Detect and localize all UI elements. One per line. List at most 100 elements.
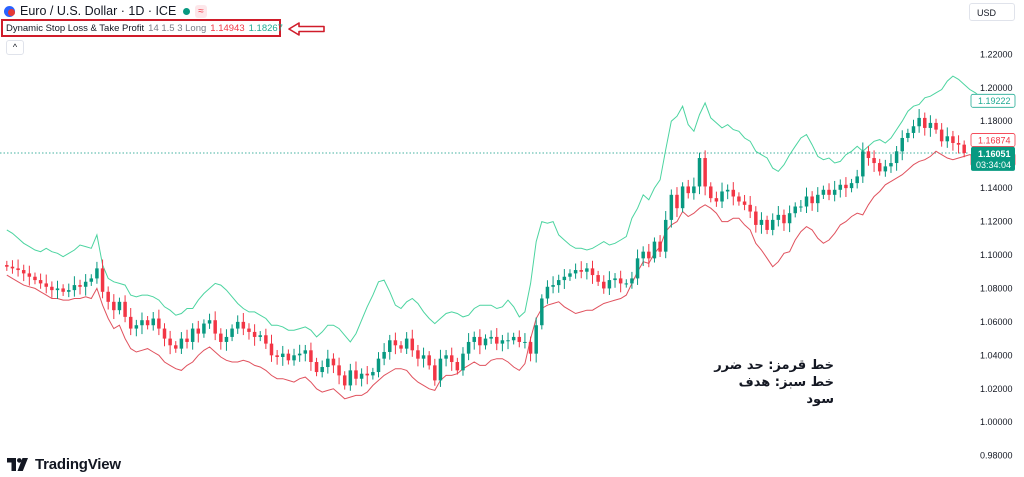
- candle-body[interactable]: [821, 189, 826, 195]
- candle-body[interactable]: [151, 318, 155, 326]
- candle-body[interactable]: [444, 355, 448, 359]
- candle-body[interactable]: [568, 273, 572, 277]
- candle-body[interactable]: [647, 251, 651, 259]
- candle-body[interactable]: [21, 270, 26, 274]
- candle-body[interactable]: [680, 186, 685, 209]
- candle-body[interactable]: [692, 186, 696, 194]
- candle-body[interactable]: [945, 136, 950, 142]
- indicator-name[interactable]: Dynamic Stop Loss & Take Profit: [6, 22, 145, 34]
- candle-body[interactable]: [804, 196, 809, 207]
- candle-body[interactable]: [703, 158, 707, 187]
- candle-body[interactable]: [258, 335, 262, 337]
- candle-body[interactable]: [720, 191, 724, 202]
- candle-body[interactable]: [483, 338, 488, 346]
- candle-body[interactable]: [106, 291, 110, 302]
- candle-body[interactable]: [663, 219, 668, 252]
- candle-body[interactable]: [78, 285, 82, 287]
- candle-body[interactable]: [421, 355, 426, 359]
- candle-body[interactable]: [247, 328, 251, 332]
- candle-body[interactable]: [123, 301, 127, 317]
- candle-body[interactable]: [635, 258, 640, 279]
- currency-button[interactable]: USD: [969, 3, 1015, 21]
- candle-body[interactable]: [303, 350, 308, 354]
- candle-body[interactable]: [140, 320, 144, 326]
- candle-body[interactable]: [500, 340, 505, 344]
- candle-body[interactable]: [934, 122, 938, 130]
- candle-body[interactable]: [669, 194, 674, 220]
- candle-body[interactable]: [67, 290, 71, 292]
- candle-body[interactable]: [117, 301, 122, 311]
- candle-body[interactable]: [951, 136, 955, 143]
- candle-body[interactable]: [618, 278, 623, 284]
- candle-body[interactable]: [157, 318, 161, 329]
- candle-body[interactable]: [832, 189, 837, 195]
- candle-body[interactable]: [416, 350, 420, 359]
- candle-body[interactable]: [83, 281, 88, 287]
- collapse-legend-button[interactable]: ^: [6, 40, 24, 55]
- candle-body[interactable]: [297, 353, 302, 356]
- candle-body[interactable]: [478, 336, 482, 346]
- candle-body[interactable]: [455, 362, 460, 371]
- candle-body[interactable]: [556, 280, 561, 286]
- candle-body[interactable]: [596, 275, 600, 282]
- candle-body[interactable]: [540, 298, 544, 326]
- candle-body[interactable]: [844, 184, 848, 189]
- candle-body[interactable]: [196, 328, 201, 334]
- candle-body[interactable]: [275, 355, 279, 357]
- candle-body[interactable]: [911, 126, 916, 133]
- candle-body[interactable]: [185, 338, 189, 342]
- candle-body[interactable]: [404, 338, 409, 349]
- candle-body[interactable]: [855, 176, 859, 184]
- candle-body[interactable]: [44, 283, 48, 287]
- indicator-legend[interactable]: Dynamic Stop Loss & Take Profit 14 1.5 3…: [1, 19, 283, 37]
- candle-body[interactable]: [16, 268, 20, 271]
- candle-body[interactable]: [545, 286, 550, 299]
- candle-body[interactable]: [466, 341, 471, 354]
- candle-body[interactable]: [399, 345, 403, 349]
- candle-body[interactable]: [877, 163, 882, 172]
- candle-body[interactable]: [511, 336, 516, 341]
- candle-body[interactable]: [162, 328, 167, 339]
- candle-body[interactable]: [331, 358, 336, 366]
- candle-body[interactable]: [252, 331, 257, 337]
- candle-body[interactable]: [793, 206, 797, 214]
- candle-body[interactable]: [145, 320, 150, 326]
- candle-body[interactable]: [33, 276, 37, 281]
- candle-body[interactable]: [281, 353, 285, 357]
- candle-body[interactable]: [731, 189, 736, 197]
- candle-body[interactable]: [348, 370, 353, 386]
- candle-body[interactable]: [179, 338, 184, 349]
- candle-body[interactable]: [607, 280, 612, 289]
- candle-body[interactable]: [264, 335, 268, 344]
- candle-body[interactable]: [134, 325, 139, 329]
- candle-body[interactable]: [816, 194, 820, 204]
- candle-body[interactable]: [38, 280, 43, 284]
- candle-body[interactable]: [866, 151, 871, 159]
- candle-body[interactable]: [641, 251, 645, 259]
- candle-body[interactable]: [714, 198, 719, 202]
- candle-body[interactable]: [168, 338, 172, 346]
- candle-body[interactable]: [765, 219, 769, 230]
- candle-body[interactable]: [190, 328, 195, 342]
- candle-body[interactable]: [472, 336, 476, 342]
- candle-body[interactable]: [376, 358, 381, 373]
- candle-body[interactable]: [894, 151, 899, 164]
- candle-body[interactable]: [5, 265, 9, 267]
- candle-body[interactable]: [939, 129, 944, 142]
- candle-body[interactable]: [61, 288, 65, 292]
- candle-body[interactable]: [292, 355, 296, 361]
- candle-body[interactable]: [337, 365, 341, 376]
- candle-body[interactable]: [562, 276, 567, 281]
- candle-body[interactable]: [309, 350, 313, 363]
- candle-body[interactable]: [923, 117, 927, 128]
- candle-body[interactable]: [770, 219, 775, 230]
- candle-body[interactable]: [579, 270, 583, 272]
- candle-body[interactable]: [219, 333, 223, 342]
- candle-body[interactable]: [224, 336, 229, 342]
- candle-body[interactable]: [174, 345, 178, 349]
- candle-body[interactable]: [900, 137, 904, 152]
- candle-body[interactable]: [433, 365, 437, 381]
- candle-body[interactable]: [889, 163, 893, 167]
- candle-body[interactable]: [872, 158, 876, 164]
